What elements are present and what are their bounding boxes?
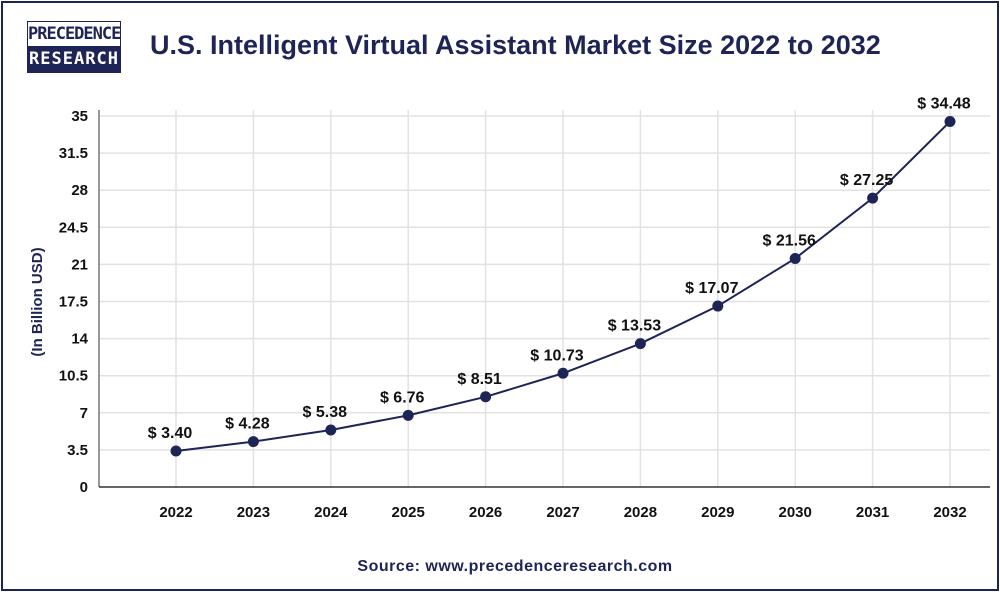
x-tick-label: 2028: [624, 504, 657, 521]
data-point: [634, 338, 646, 350]
data-point: [789, 252, 801, 264]
y-tick-label: 17.5: [59, 294, 88, 311]
data-point: [944, 116, 956, 128]
data-point: [480, 391, 492, 403]
x-tick-label: 2029: [701, 504, 734, 521]
y-tick-label: 31.5: [59, 145, 88, 162]
x-tick-label: 2025: [392, 504, 425, 521]
precedence-research-logo: PRECEDENCE RESEARCH: [27, 21, 121, 73]
data-point: [247, 436, 259, 448]
data-point: [712, 300, 724, 312]
data-label: $ 10.73: [530, 347, 583, 364]
source-text: Source: www.precedenceresearch.com: [357, 558, 673, 575]
x-tick-label: 2031: [856, 504, 889, 521]
data-point: [325, 424, 337, 436]
y-tick-label: 14: [71, 331, 88, 348]
y-tick-label: 7: [80, 405, 88, 422]
x-tick-label: 2032: [933, 504, 966, 521]
y-tick-label: 28: [71, 182, 88, 199]
y-tick-label: 10.5: [59, 368, 88, 385]
data-label: $ 6.76: [380, 389, 425, 406]
data-label: $ 13.53: [608, 318, 661, 335]
y-tick-label: 21: [71, 256, 88, 273]
x-tick-label: 2022: [159, 504, 192, 521]
y-tick-label: 0: [80, 479, 88, 496]
data-point: [402, 409, 414, 421]
data-label: $ 34.48: [917, 96, 970, 113]
data-label: $ 21.56: [763, 232, 816, 249]
data-label: $ 3.40: [148, 425, 193, 442]
data-label: $ 17.07: [685, 280, 738, 297]
x-tick-label: 2030: [779, 504, 812, 521]
data-label: $ 4.28: [225, 416, 270, 433]
data-label: $ 8.51: [457, 371, 502, 388]
y-tick-label: 24.5: [59, 219, 88, 236]
x-tick-label: 2027: [546, 504, 579, 521]
x-tick-label: 2024: [314, 504, 348, 521]
data-label: $ 27.25: [840, 172, 893, 189]
chart-title: U.S. Intelligent Virtual Assistant Marke…: [150, 30, 881, 60]
data-label: $ 5.38: [303, 404, 348, 421]
y-axis-label: (In Billion USD): [29, 247, 46, 356]
x-tick-label: 2026: [469, 504, 502, 521]
data-point: [557, 367, 569, 379]
logo-line2: RESEARCH: [28, 46, 120, 72]
x-tick-label: 2023: [237, 504, 270, 521]
data-point: [867, 192, 879, 204]
y-tick-label: 35: [71, 108, 88, 125]
logo-line1: PRECEDENCE: [28, 22, 121, 46]
data-point: [170, 445, 182, 457]
y-tick-label: 3.5: [67, 442, 88, 459]
